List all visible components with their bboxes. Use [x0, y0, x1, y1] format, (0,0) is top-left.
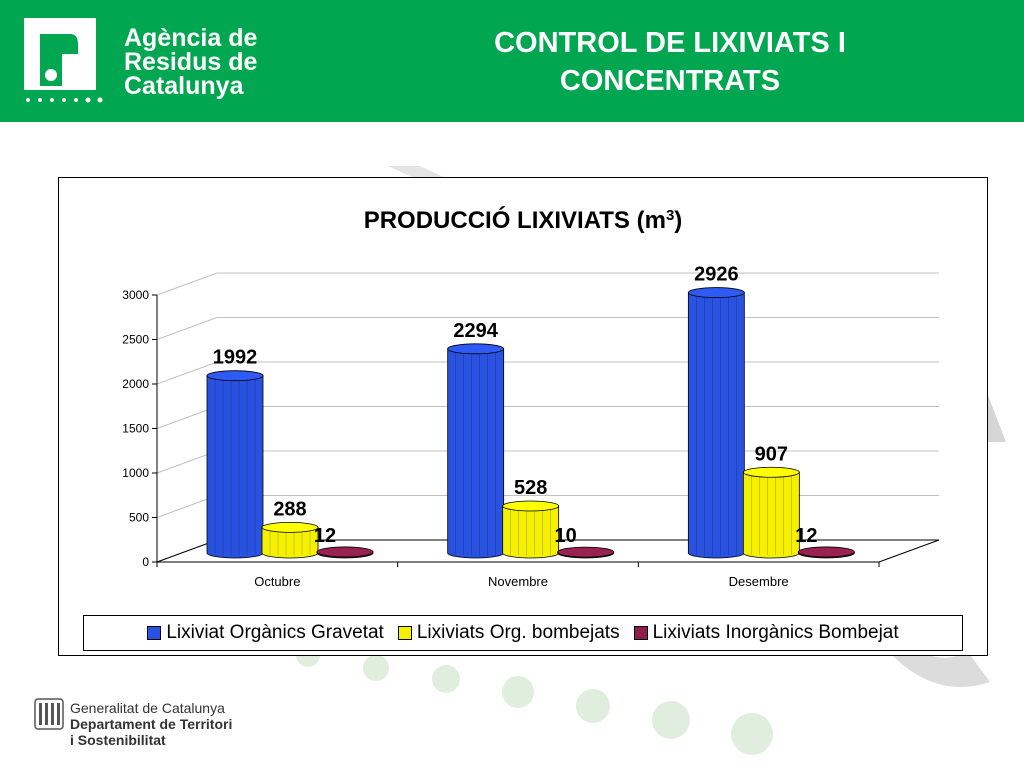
y-tick-label: 3000 — [122, 288, 149, 302]
legend-item: Lixiviat Orgànics Gravetat — [147, 622, 384, 644]
legend-item: Lixiviats Inorgànics Bombejat — [633, 622, 899, 644]
legend-label: Lixiviats Inorgànics Bombejat — [652, 622, 899, 643]
bar-chart: PRODUCCIÓ LIXIVIATS (m3) 0 500 1000 1500 200… — [122, 206, 940, 589]
footer-text: Generalitat de Catalunya Departament de … — [70, 700, 232, 748]
header-bar: Agència de Residus de Catalunya CONTROL … — [0, 0, 1024, 122]
agency-name: Agència de Residus de Catalunya — [124, 24, 258, 100]
bar-body — [447, 348, 505, 559]
y-tick-label: 2000 — [122, 377, 149, 391]
legend-swatch — [147, 626, 162, 640]
chart-data-labels: 1992 2294 2926 288 528 907 12 10 12 — [213, 264, 818, 548]
bar-body — [742, 471, 800, 559]
gridline-depth — [156, 317, 218, 340]
chart-axes: 0 500 1000 1500 2000 2500 3000 Octubre Novembre D… — [122, 288, 880, 589]
bar-top — [742, 466, 800, 478]
data-label: 907 — [755, 443, 788, 465]
legend-item: Lixiviats Org. bombejats — [397, 622, 620, 644]
data-label: 2294 — [453, 320, 498, 342]
gridline-depth — [156, 361, 218, 385]
slide-title-line1: CONTROL DE LIXIVIATS I — [494, 27, 846, 59]
data-label: 528 — [514, 477, 547, 499]
chart-legend: Lixiviat Orgànics Gravetat Lixiviats Org.… — [83, 615, 963, 651]
agency-name-line2: Residus de — [124, 48, 258, 76]
bar — [557, 546, 615, 559]
legend-label: Lixiviats Org. bombejats — [416, 622, 620, 643]
bar — [261, 521, 319, 559]
data-label: 288 — [273, 498, 306, 520]
data-label: 1992 — [213, 347, 258, 369]
bar-top — [557, 546, 615, 558]
chart-bars — [206, 287, 855, 559]
footer-line1: Generalitat de Catalunya — [70, 700, 225, 716]
slide-title-line2: CONCENTRATS — [559, 65, 781, 97]
generalitat-logo — [34, 698, 64, 730]
bar — [316, 546, 374, 559]
bar-top — [502, 500, 560, 512]
legend-swatch — [397, 626, 412, 640]
gridline-depth — [156, 272, 218, 296]
footer-line2: Departament de Territori — [70, 716, 233, 732]
bar-top — [447, 343, 505, 355]
y-tick-label: 2500 — [122, 333, 149, 347]
y-tick-label: 1000 — [122, 466, 149, 480]
x-tick-label: Octubre — [254, 574, 300, 589]
bar — [687, 287, 745, 559]
y-tick-label: 1500 — [122, 422, 149, 436]
bar-top — [206, 370, 264, 382]
bar-body — [502, 505, 560, 559]
chart-title-suffix: ) — [674, 207, 682, 234]
bar-top — [316, 546, 374, 558]
legend-swatch — [633, 626, 648, 640]
agency-logo — [24, 18, 103, 103]
legend-label: Lixiviat Orgànics Gravetat — [166, 622, 384, 643]
chart-frame: PRODUCCIÓ LIXIVIATS (m3) 0 500 1000 1500 200… — [58, 177, 988, 656]
bar — [742, 466, 800, 559]
bar-top — [261, 521, 319, 533]
chart-title-sup: 3 — [666, 207, 674, 224]
data-label: 2926 — [694, 264, 739, 286]
x-tick-label: Desembre — [729, 574, 789, 589]
bar — [447, 343, 505, 559]
bar-top — [797, 546, 855, 558]
bar-top — [687, 287, 745, 298]
footer-line3: i Sostenibilitat — [70, 732, 166, 748]
bar — [502, 500, 560, 559]
y-tick-label: 500 — [129, 511, 149, 525]
y-tick-label: 0 — [142, 555, 149, 569]
data-label: 12 — [314, 525, 336, 547]
bar — [206, 370, 264, 559]
slide-title: CONTROL DE LIXIVIATS I CONCENTRATS — [430, 24, 910, 100]
chart-title: PRODUCCIÓ LIXIVIATS (m3) — [364, 206, 683, 234]
agency-name-line3: Catalunya — [124, 72, 244, 100]
agency-name-line1: Agència de — [124, 24, 258, 52]
x-tick-label: Novembre — [488, 574, 548, 589]
data-label: 12 — [795, 525, 817, 547]
bar-body — [687, 292, 745, 559]
bar — [797, 546, 855, 559]
chart-title-main: PRODUCCIÓ LIXIVIATS (m — [364, 206, 666, 234]
data-label: 10 — [555, 525, 577, 547]
bar-body — [206, 375, 264, 559]
